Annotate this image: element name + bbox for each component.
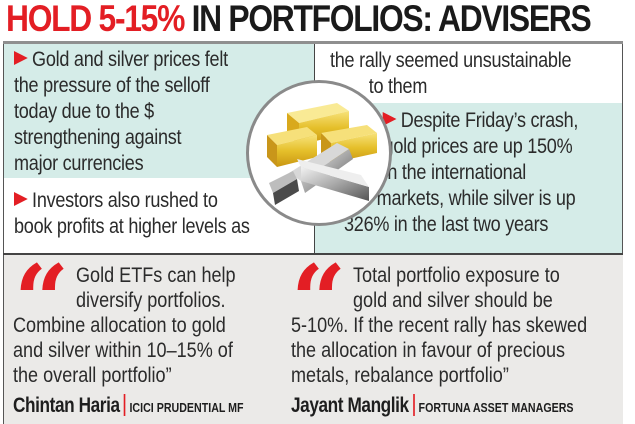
- quote-text-haria: Gold ETFs can help diversify portfolios.: [76, 264, 236, 312]
- quotes-panel: “ Gold ETFs can help diversify portfolio…: [3, 244, 623, 424]
- byline-haria: Chintan Haria ICICI PRUDENTIAL MF: [13, 393, 244, 419]
- author-org: ICICI PRUDENTIAL MF: [129, 400, 244, 415]
- facts-frame: [3, 44, 623, 255]
- headline: HOLD 5-15% IN PORTFOLIOS: ADVISERS: [6, 0, 592, 39]
- red-arrow-icon: [382, 112, 397, 127]
- bullet-investors-profits: Investors also rushed to book profits at…: [14, 189, 250, 238]
- byline-separator: [123, 393, 126, 416]
- byline-manglik: Jayant Manglik FORTUNA ASSET MANAGERS: [291, 393, 574, 419]
- panel-right-top: [315, 44, 622, 103]
- author-org: FORTUNA ASSET MANAGERS: [418, 400, 574, 415]
- quote-mark-icon: “: [291, 244, 347, 357]
- headline-rest: IN PORTFOLIOS: ADVISERS: [184, 0, 592, 39]
- section-divider: [3, 253, 623, 255]
- quote-text-manglik-cont: 5-10%. If the recent rally has skewed th…: [291, 314, 588, 387]
- quote-text-manglik: Total portfolio exposure to gold and sil…: [353, 264, 560, 312]
- red-arrow-icon: [14, 51, 28, 66]
- author-name: Chintan Haria: [13, 394, 120, 417]
- quote-mark-icon: “: [14, 244, 70, 357]
- bullet-rally-unsustainable: the rally seemed unsustainable to them: [330, 49, 572, 98]
- headline-highlight: HOLD 5-15%: [6, 0, 185, 39]
- byline-separator: [412, 393, 415, 416]
- author-name: Jayant Manglik: [291, 394, 409, 417]
- bullet-gold-silver-pressure: Gold and silver prices felt the pressure…: [14, 48, 228, 175]
- quote-text-haria-cont: Combine allocation to gold and silver wi…: [13, 314, 233, 387]
- red-arrow-icon: [14, 192, 28, 207]
- bullet-price-gains: Despite Friday’s crash, gold prices are …: [344, 109, 579, 236]
- gold-silver-bars-icon: [246, 80, 392, 226]
- top-divider: [3, 41, 623, 44]
- bars-illustration: [267, 103, 377, 205]
